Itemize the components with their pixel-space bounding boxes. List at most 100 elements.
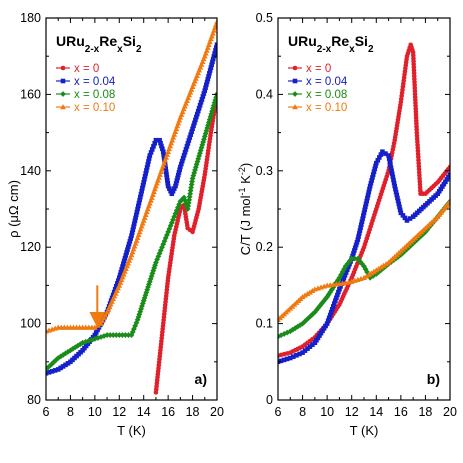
data-point xyxy=(147,153,153,158)
y-tick-label: 80 xyxy=(27,393,41,407)
data-point xyxy=(391,177,396,183)
data-point xyxy=(93,330,99,335)
data-point xyxy=(363,204,368,210)
data-point xyxy=(346,258,353,265)
data-point xyxy=(335,292,340,298)
data-point xyxy=(196,105,202,111)
data-point xyxy=(359,219,365,225)
data-point xyxy=(201,53,208,59)
y-tick-label: 180 xyxy=(20,11,41,25)
data-point xyxy=(146,200,153,206)
data-point xyxy=(323,323,328,329)
x-tick-label: 10 xyxy=(320,405,334,419)
x-tick-label: 8 xyxy=(299,405,306,419)
data-point xyxy=(393,186,398,192)
data-point xyxy=(363,201,369,207)
data-point xyxy=(113,284,119,289)
data-point xyxy=(146,156,152,161)
data-point xyxy=(46,370,52,375)
data-point xyxy=(147,197,154,203)
data-point xyxy=(193,161,200,168)
data-point xyxy=(367,186,372,192)
data-point xyxy=(175,172,181,178)
data-point xyxy=(128,332,135,338)
data-point xyxy=(440,184,445,189)
data-point xyxy=(317,302,324,309)
data-point xyxy=(196,153,202,159)
x-tick-label: 6 xyxy=(275,405,282,419)
data-point xyxy=(118,276,125,283)
data-point xyxy=(188,132,193,137)
data-point xyxy=(315,335,321,341)
data-point xyxy=(150,267,157,274)
data-point xyxy=(398,210,404,216)
data-point xyxy=(198,100,204,105)
data-point xyxy=(190,81,197,87)
data-point xyxy=(60,352,66,358)
data-point xyxy=(143,171,149,176)
data-point xyxy=(124,263,130,269)
data-point xyxy=(173,181,179,186)
data-point xyxy=(205,122,211,129)
data-point xyxy=(368,270,375,276)
legend-entry: x = 0 xyxy=(306,63,331,75)
data-point xyxy=(207,36,214,42)
data-point xyxy=(214,42,217,48)
data-point xyxy=(389,171,395,177)
data-point xyxy=(334,295,339,301)
data-point xyxy=(63,362,68,368)
data-point xyxy=(113,332,120,338)
data-point xyxy=(193,75,199,81)
data-point xyxy=(47,362,53,369)
data-point xyxy=(152,186,158,192)
data-point xyxy=(355,237,361,242)
data-point xyxy=(390,174,396,180)
legend-entry: x = 0 xyxy=(74,63,99,75)
y-axis-label: ρ (μΩ cm) xyxy=(6,180,21,238)
data-point xyxy=(183,147,189,152)
legend-entry: x = 0.10 xyxy=(74,102,115,114)
data-point xyxy=(161,152,166,157)
data-point xyxy=(191,78,198,84)
data-point xyxy=(160,146,165,152)
data-point xyxy=(140,182,146,188)
data-point xyxy=(110,332,117,338)
data-point xyxy=(179,158,185,164)
data-point xyxy=(148,194,155,200)
data-point xyxy=(211,27,217,33)
data-point xyxy=(107,301,114,307)
data-point xyxy=(300,350,305,355)
x-tick-label: 12 xyxy=(345,405,359,419)
data-point xyxy=(105,306,112,312)
data-point xyxy=(189,129,194,135)
data-point xyxy=(178,161,184,167)
data-point xyxy=(395,198,401,204)
data-point xyxy=(133,237,140,243)
data-point xyxy=(128,251,135,258)
data-point xyxy=(392,183,398,189)
data-point xyxy=(207,68,213,73)
data-point xyxy=(328,309,334,315)
data-point xyxy=(312,340,318,345)
data-point xyxy=(160,149,166,154)
data-point xyxy=(162,235,169,241)
data-point xyxy=(361,210,367,216)
data-point xyxy=(111,289,117,295)
data-point xyxy=(185,94,192,101)
data-point xyxy=(210,56,216,62)
series-3 xyxy=(46,18,217,334)
data-point xyxy=(170,188,176,194)
data-point xyxy=(333,298,338,303)
data-point xyxy=(109,298,115,304)
data-point xyxy=(188,86,195,92)
data-point xyxy=(205,76,211,82)
data-point xyxy=(173,183,178,189)
data-point xyxy=(154,180,160,186)
data-point xyxy=(362,207,367,213)
data-point xyxy=(294,353,299,358)
data-point xyxy=(195,155,202,162)
x-axis-label: T (K) xyxy=(117,423,146,438)
data-point xyxy=(170,216,176,223)
data-point xyxy=(129,233,134,239)
data-point xyxy=(136,229,143,235)
